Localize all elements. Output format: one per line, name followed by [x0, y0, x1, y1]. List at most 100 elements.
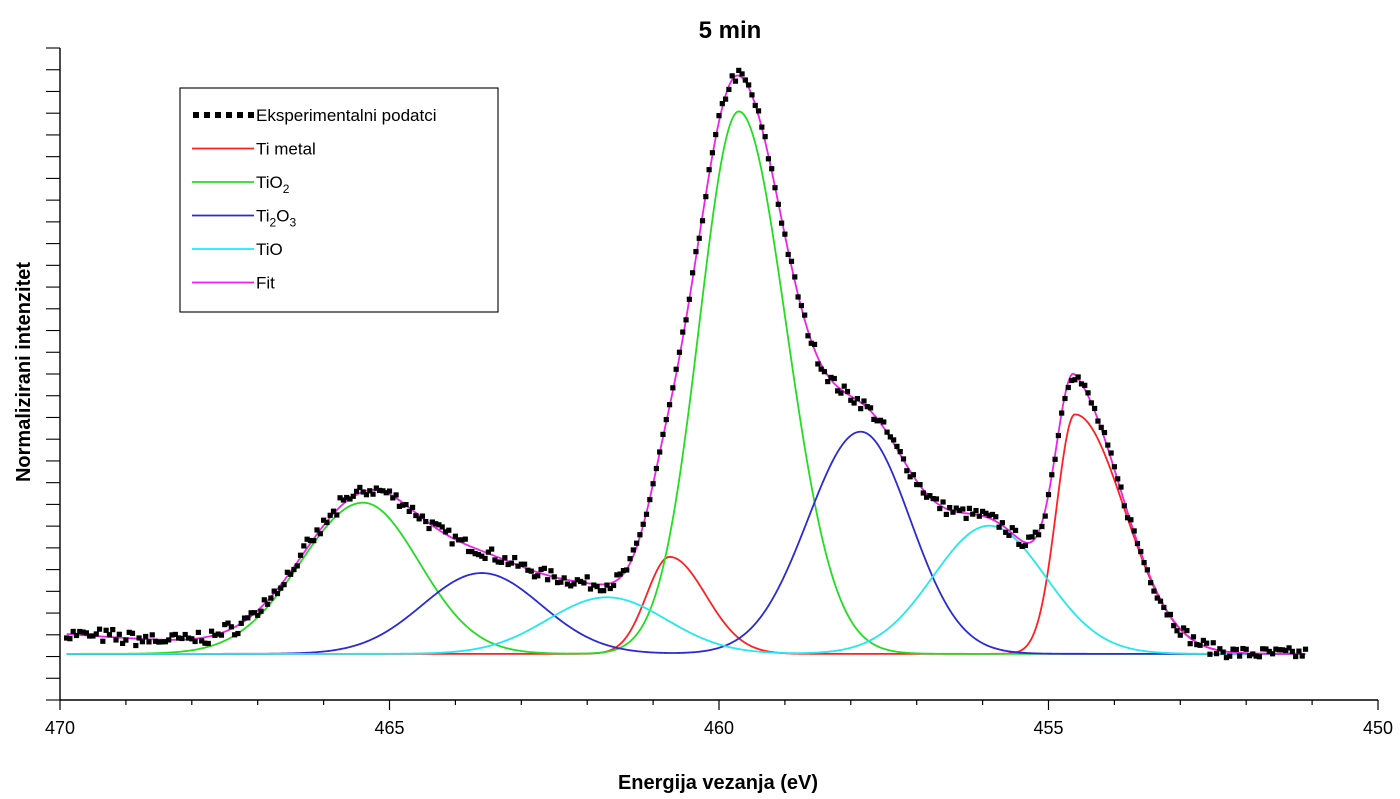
data-point [1237, 653, 1243, 659]
data-point [465, 548, 472, 555]
data-point [930, 496, 936, 502]
data-point [769, 166, 775, 172]
data-point [271, 588, 277, 594]
data-point [561, 575, 567, 581]
data-point [999, 520, 1005, 526]
data-point [215, 631, 221, 637]
data-point [1082, 382, 1088, 388]
data-point [1240, 645, 1246, 652]
data-point [1151, 588, 1157, 594]
data-point [835, 388, 841, 394]
data-point [910, 472, 917, 478]
data-point [1260, 646, 1266, 652]
data-point [426, 525, 432, 532]
data-point [357, 484, 363, 491]
data-point [584, 574, 590, 580]
data-point [706, 167, 712, 173]
data-point [152, 638, 159, 644]
data-point [90, 633, 96, 639]
data-point [1049, 472, 1055, 478]
data-point [126, 629, 132, 635]
data-point [327, 512, 333, 518]
data-point [607, 585, 613, 592]
data-point [788, 258, 795, 264]
data-point [545, 577, 551, 583]
data-point [222, 621, 228, 628]
data-point [960, 506, 966, 512]
data-point [1059, 410, 1065, 416]
data-point [1095, 418, 1101, 424]
data-point [558, 579, 564, 585]
data-point [1256, 654, 1262, 660]
data-point [1121, 503, 1127, 509]
data-point [439, 524, 445, 530]
data-point [950, 509, 956, 515]
data-point [143, 633, 149, 640]
data-point [881, 419, 887, 425]
data-point [894, 443, 900, 450]
data-point [67, 636, 73, 642]
data-point [479, 553, 485, 559]
data-point [63, 635, 70, 641]
data-point [1213, 651, 1220, 657]
data-point [195, 629, 201, 636]
data-point [1019, 543, 1025, 549]
data-point [578, 578, 584, 585]
data-point [923, 494, 930, 500]
data-point [1302, 646, 1309, 652]
data-point [782, 231, 788, 237]
data-point [825, 378, 831, 385]
data-point [637, 532, 643, 538]
data-point [80, 629, 86, 635]
data-point [900, 456, 907, 462]
data-point [943, 511, 949, 518]
data-point [469, 549, 475, 555]
data-point [238, 620, 244, 626]
data-point [980, 508, 986, 514]
data-point [166, 637, 172, 643]
data-point [363, 492, 370, 498]
data-point [383, 490, 389, 496]
legend-label-fit: Fit [256, 274, 275, 293]
data-point [657, 449, 663, 455]
data-point [1286, 645, 1292, 651]
data-point [838, 390, 844, 396]
data-point [518, 561, 524, 567]
x-tick-label: 450 [1363, 718, 1393, 738]
data-point [386, 488, 393, 494]
data-point [113, 637, 119, 643]
data-point [884, 429, 890, 435]
data-point [1217, 646, 1223, 652]
data-point [436, 522, 442, 528]
data-point [413, 512, 419, 519]
data-point [1164, 612, 1170, 618]
data-point [1197, 642, 1203, 648]
data-point [409, 504, 416, 511]
series-line-ti_metal [66, 413, 1306, 655]
data-point [255, 612, 261, 618]
data-point [587, 586, 594, 592]
data-point [1210, 640, 1216, 646]
data-point [284, 569, 290, 575]
data-point [1296, 648, 1302, 654]
data-point [1194, 641, 1200, 648]
data-point [574, 577, 580, 583]
data-point [867, 405, 874, 411]
data-point [522, 561, 528, 567]
data-point [554, 579, 561, 586]
data-point [73, 632, 80, 639]
data-point [228, 624, 234, 630]
data-point [581, 580, 587, 586]
data-point [446, 527, 452, 533]
data-point [874, 418, 880, 424]
data-point [650, 481, 656, 487]
legend: Eksperimentalni podatci Ti metal TiO2 Ti2O3… [179, 87, 499, 313]
data-point [821, 369, 828, 375]
data-point [970, 511, 976, 517]
data-point [1207, 651, 1213, 657]
data-point [627, 556, 633, 562]
data-point [597, 588, 603, 594]
data-point [699, 218, 706, 224]
data-point [1263, 646, 1269, 652]
